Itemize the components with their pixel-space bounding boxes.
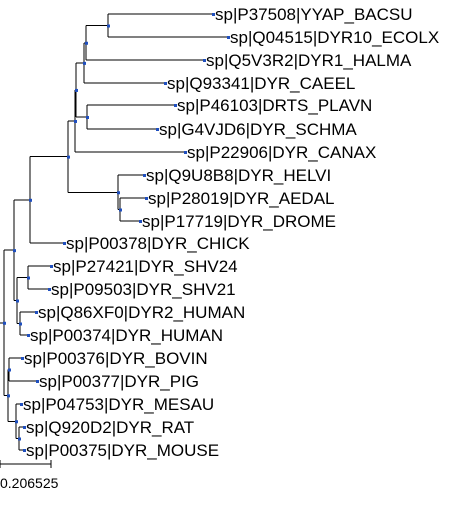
leaf-label-drts-plavn: sp|P46103|DRTS_PLAVN <box>177 96 372 115</box>
internal-node-dot <box>119 208 122 212</box>
leaf-label-yyap-bacsu: sp|P37508|YYAP_BACSU <box>215 5 413 24</box>
internal-node-dot <box>75 88 78 92</box>
leaf-node-dot <box>212 13 215 16</box>
internal-node-dot <box>16 299 19 303</box>
leaf-label-dyr-shv24: sp|P27421|DYR_SHV24 <box>53 257 238 276</box>
leaf-label-dyr10-ecolx: sp|Q04515|DYR10_ECOLX <box>230 28 439 47</box>
leaf-labels: sp|P37508|YYAP_BACSU sp|Q04515|DYR10_ECO… <box>23 5 439 460</box>
leaf-label-dyr-bovin: sp|P00376|DYR_BOVIN <box>24 349 208 368</box>
leaf-node-dot <box>23 449 26 452</box>
leaf-node-dot <box>164 82 167 85</box>
internal-node-dot <box>18 437 21 441</box>
internal-node-dot <box>86 116 89 119</box>
internal-node-dot <box>83 61 86 65</box>
leaf-label-dyr-shv21: sp|P09503|DYR_SHV21 <box>51 280 236 299</box>
internal-node-dot <box>107 24 110 28</box>
scale-bar: 0.206525 <box>0 460 59 491</box>
internal-node-dot <box>29 198 32 202</box>
leaf-label-dyr-mesau: sp|P04753|DYR_MESAU <box>23 395 214 414</box>
internal-node-dot <box>67 155 70 159</box>
leaf-node-dot <box>143 174 146 177</box>
leaf-node-dot <box>156 128 159 131</box>
leaf-node-dot <box>145 197 148 200</box>
leaf-label-dyr-rat: sp|Q920D2|DYR_RAT <box>26 418 194 437</box>
leaf-label-dyr-caeel: sp|Q93341|DYR_CAEEL <box>167 74 355 93</box>
leaf-node-dot <box>184 151 187 154</box>
leaf-node-dot <box>139 220 142 223</box>
leaf-label-dyr-pig: sp|P00377|DYR_PIG <box>39 372 199 391</box>
leaf-label-dyr1-halma: sp|Q5V3R2|DYR1_HALMA <box>206 51 412 70</box>
leaf-label-dyr-chick: sp|P00378|DYR_CHICK <box>66 234 250 253</box>
scale-bar-label: 0.206525 <box>0 475 59 491</box>
internal-node-dot <box>27 276 30 280</box>
internal-node-dot <box>7 394 10 398</box>
leaf-node-dot <box>36 380 39 383</box>
internal-node-dot <box>117 191 120 195</box>
internal-node-dot <box>19 322 22 326</box>
internal-node-dot <box>74 119 77 123</box>
leaf-node-dot <box>21 357 24 360</box>
leaf-label-dyr-canax: sp|P22906|DYR_CANAX <box>187 143 376 162</box>
leaf-label-dyr-schma: sp|G4VJD6|DYR_SCHMA <box>159 120 357 139</box>
leaf-label-dyr-mouse: sp|P00375|DYR_MOUSE <box>26 441 219 460</box>
leaf-label-dyr-helvi: sp|Q9U8B8|DYR_HELVI <box>146 166 331 185</box>
internal-node-dot <box>13 249 16 253</box>
internal-node-dot <box>15 420 18 424</box>
leaf-node-dot <box>20 403 23 406</box>
leaf-node-dot <box>63 242 66 245</box>
internal-node-dot <box>85 41 88 45</box>
leaf-node-dot <box>23 426 26 429</box>
leaf-label-dyr2-human: sp|Q86XF0|DYR2_HUMAN <box>38 303 245 322</box>
leaf-node-dot <box>227 36 230 39</box>
internal-node-dot <box>8 368 11 372</box>
leaf-label-dyr-aedal: sp|P28019|DYR_AEDAL <box>148 189 335 208</box>
leaf-node-dot <box>35 311 38 314</box>
leaf-node-dot <box>27 334 30 337</box>
leaf-label-dyr-drome: sp|P17719|DYR_DROME <box>142 212 336 231</box>
leaf-node-dot <box>174 104 177 107</box>
internal-node-dot <box>3 321 6 325</box>
leaf-node-dot <box>203 59 206 62</box>
tree-nodes <box>3 13 230 452</box>
leaf-node-dot <box>50 265 53 268</box>
leaf-label-dyr-human: sp|P00374|DYR_HUMAN <box>30 326 223 345</box>
leaf-node-dot <box>48 288 51 291</box>
